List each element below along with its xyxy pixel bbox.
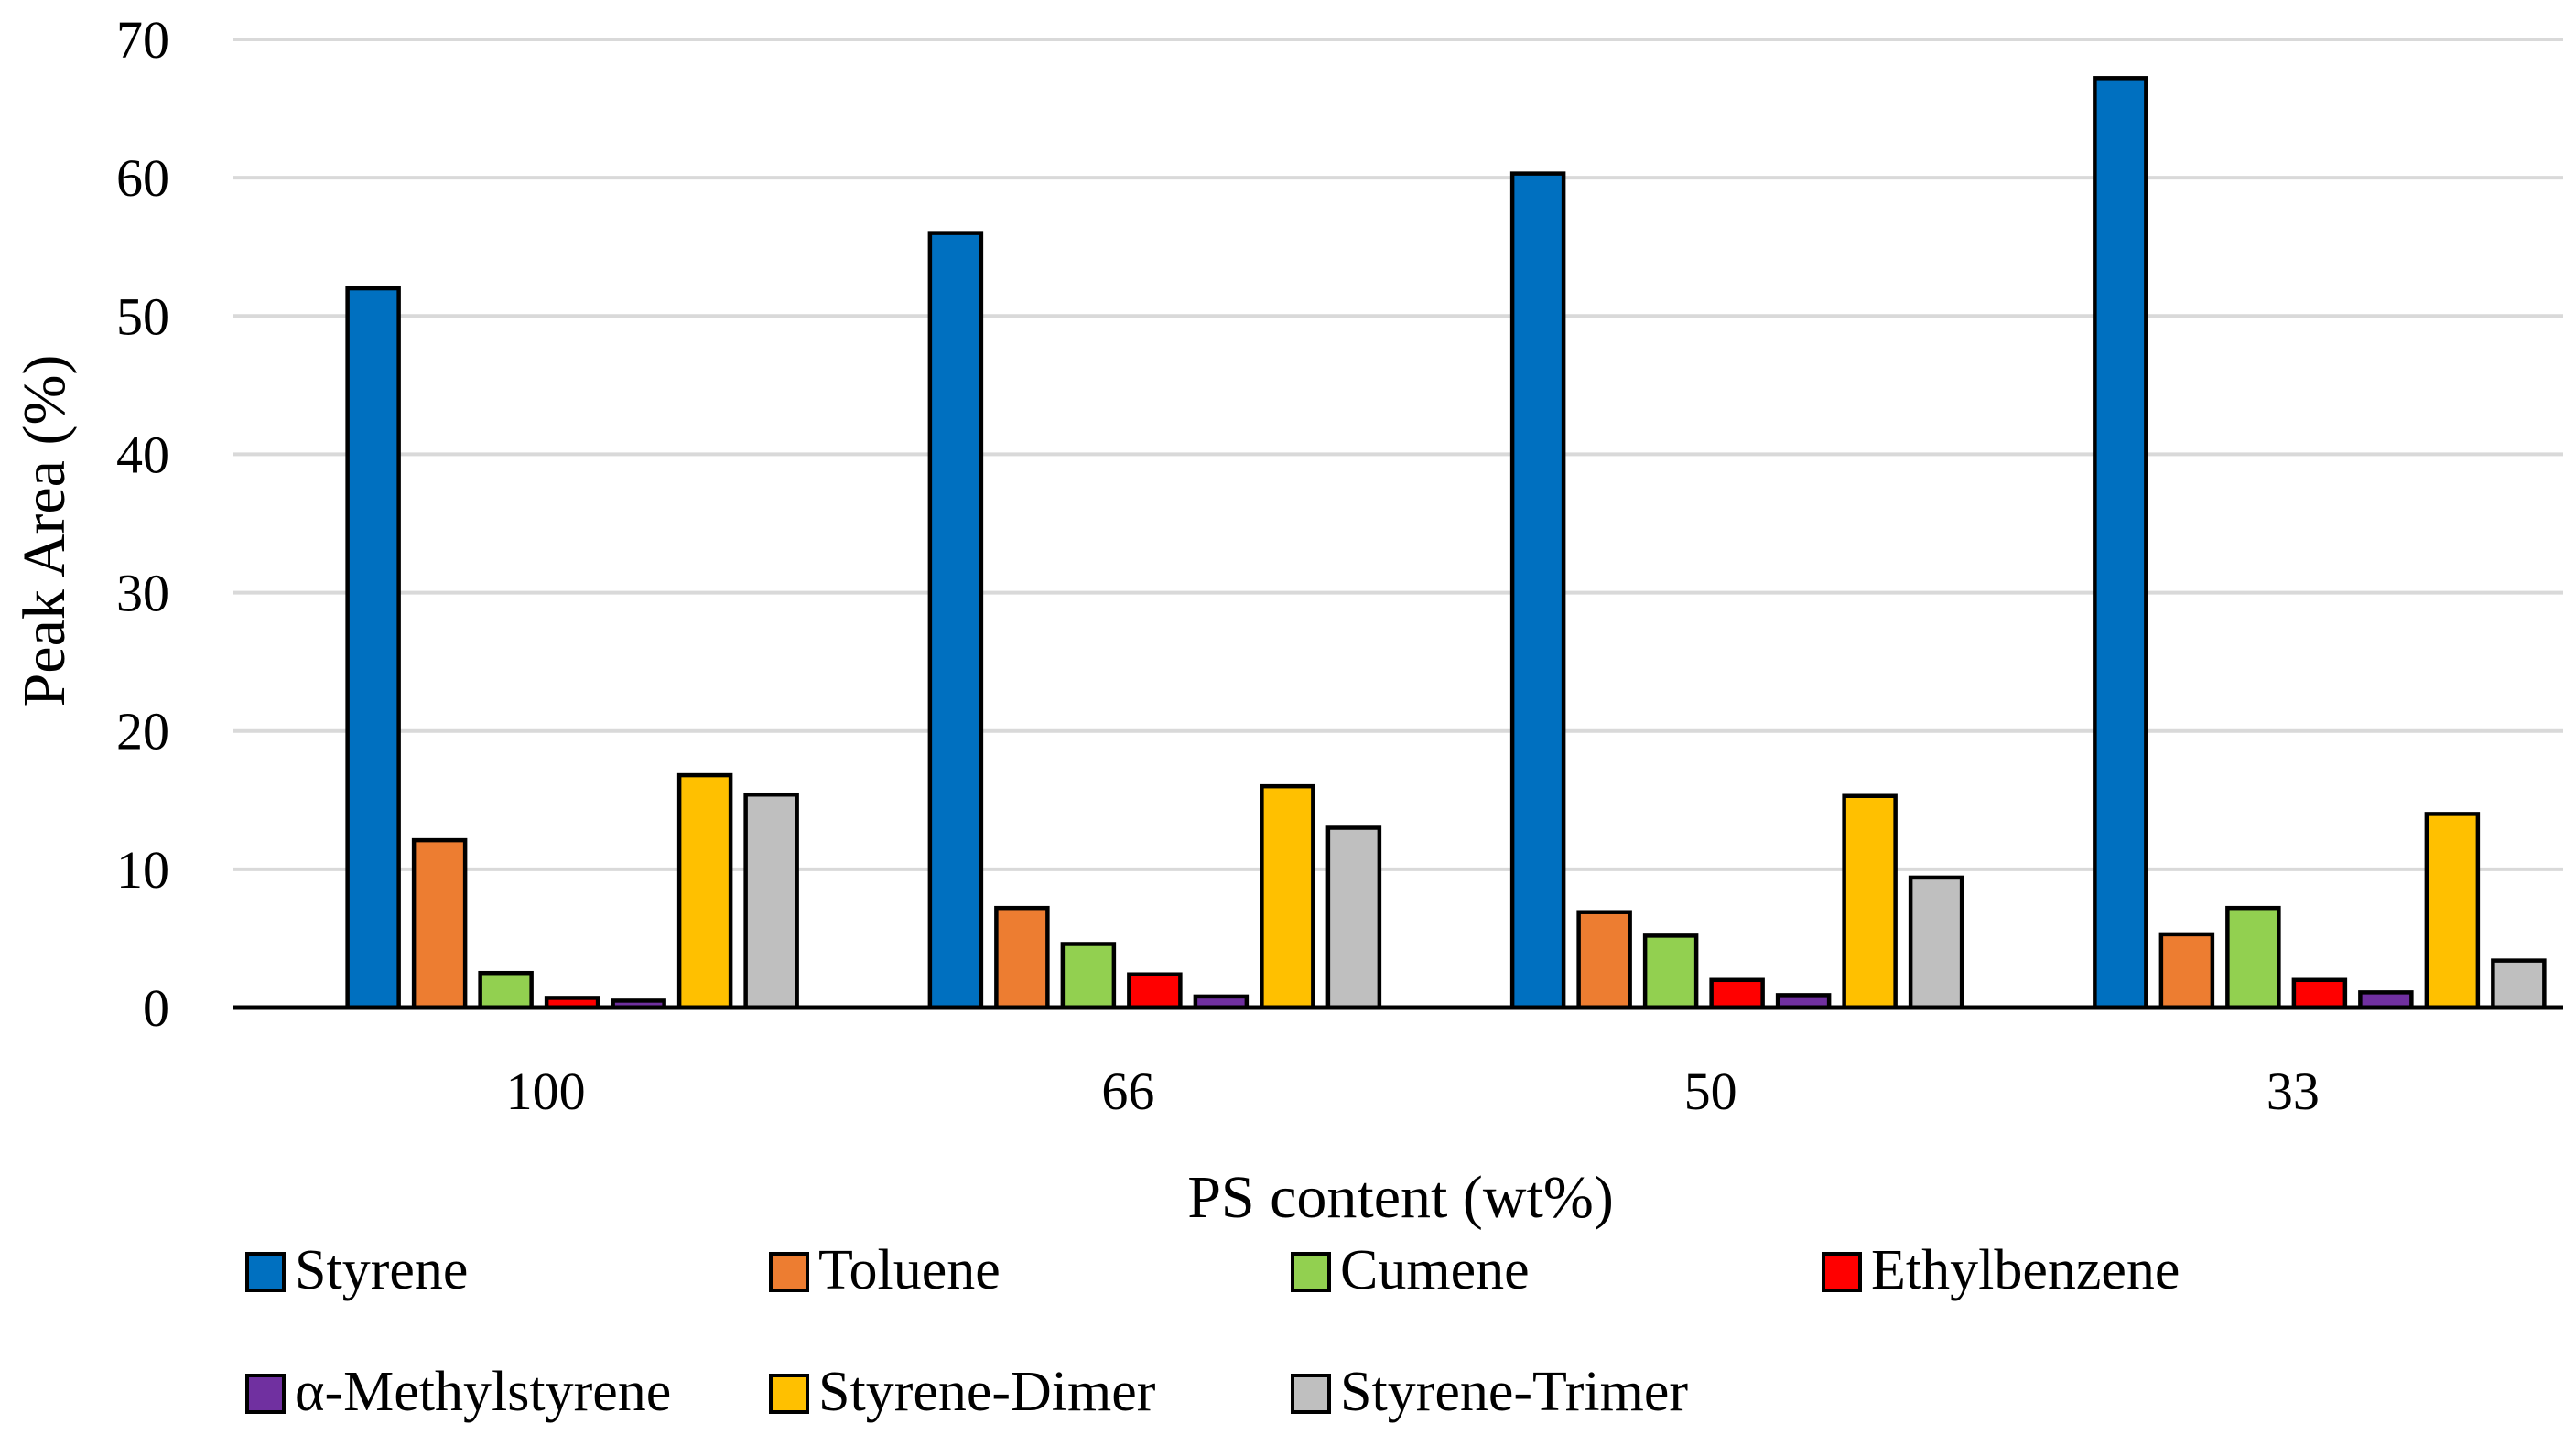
bar-styrene-trimer-66 xyxy=(1325,825,1382,1010)
bar-styrene-66 xyxy=(927,231,984,1010)
bar-cumene-66 xyxy=(1060,942,1117,1010)
x-tick-label: 100 xyxy=(506,1062,586,1121)
y-tick-labels: 0 10 20 30 40 50 60 70 xyxy=(116,10,169,1038)
gridlines xyxy=(233,38,2563,871)
y-tick-label: 20 xyxy=(116,702,169,761)
y-tick-label: 0 xyxy=(143,978,169,1038)
x-tick-labels: 100 66 50 33 xyxy=(506,1062,2320,1121)
bar-styrene-dimer-50 xyxy=(1842,793,1898,1010)
bar-styrene-dimer-33 xyxy=(2424,812,2481,1010)
legend-swatch xyxy=(245,1374,286,1414)
y-tick-label: 70 xyxy=(116,10,169,70)
y-tick-label: 30 xyxy=(116,564,169,623)
x-tick-label: 50 xyxy=(1684,1062,1737,1121)
y-tick-label: 50 xyxy=(116,286,169,346)
legend-label: Styrene-Dimer xyxy=(818,1361,1156,1423)
bar-styrene-dimer-100 xyxy=(676,772,733,1010)
bar-cumene-100 xyxy=(478,970,534,1010)
bar-styrene-trimer-33 xyxy=(2491,958,2547,1010)
y-tick-label: 60 xyxy=(116,148,169,208)
bar-ethylbenzene-66 xyxy=(1127,972,1183,1010)
bar-styrene-100 xyxy=(345,286,401,1010)
bar-styrene-trimer-100 xyxy=(743,792,799,1010)
bar-styrene-50 xyxy=(1509,171,1566,1010)
legend-label: Cumene xyxy=(1340,1239,1530,1301)
legend-swatch xyxy=(769,1374,809,1414)
bar-styrene-dimer-66 xyxy=(1260,783,1315,1010)
bar-styrene-trimer-50 xyxy=(1908,875,1964,1010)
bar-toluene-50 xyxy=(1576,910,1632,1010)
x-axis-title: PS content (wt%) xyxy=(1187,1164,1614,1231)
legend-label: α-Methylstyrene xyxy=(295,1361,671,1423)
x-tick-label: 66 xyxy=(1101,1062,1154,1121)
bar-toluene-100 xyxy=(411,837,468,1010)
bar-toluene-33 xyxy=(2158,932,2215,1010)
legend-label: Styrene-Trimer xyxy=(1340,1361,1688,1423)
legend-label: Styrene xyxy=(295,1239,468,1301)
x-tick-label: 33 xyxy=(2267,1062,2320,1121)
bar-toluene-66 xyxy=(994,905,1050,1010)
y-tick-label: 10 xyxy=(116,840,169,900)
legend-swatch xyxy=(1291,1374,1331,1414)
bar-cumene-50 xyxy=(1642,933,1699,1010)
y-axis-title: Peak Area (%) xyxy=(11,355,78,707)
legend-label: Ethylbenzene xyxy=(1871,1239,2180,1301)
legend-swatch xyxy=(769,1252,809,1292)
legend-swatch xyxy=(1822,1252,1862,1292)
legend: Styrene Toluene Cumene Ethylbenzene α-Methyl… xyxy=(245,1239,2180,1423)
bar-ethylbenzene-50 xyxy=(1709,977,1765,1010)
legend-swatch xyxy=(245,1252,286,1292)
legend-swatch xyxy=(1291,1252,1331,1292)
bar-cumene-33 xyxy=(2225,905,2281,1010)
legend-label: Toluene xyxy=(818,1239,1001,1301)
bar-ethylbenzene-33 xyxy=(2291,977,2348,1010)
bar-styrene-33 xyxy=(2093,76,2148,1010)
y-tick-label: 40 xyxy=(116,425,169,484)
